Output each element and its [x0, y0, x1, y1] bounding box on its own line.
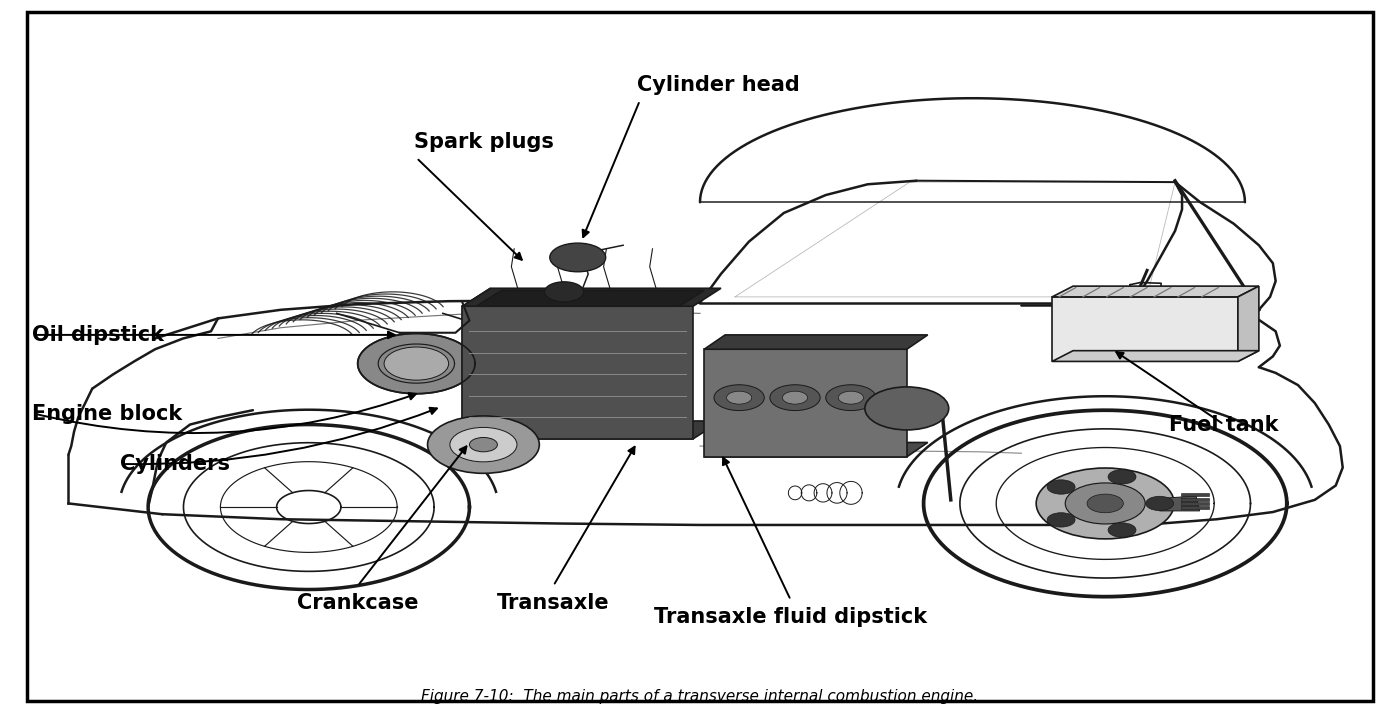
Text: Spark plugs: Spark plugs	[413, 132, 553, 152]
Circle shape	[1107, 523, 1135, 537]
Polygon shape	[1053, 351, 1259, 361]
Polygon shape	[462, 288, 721, 306]
Text: Figure 7-10:  The main parts of a transverse internal combustion engine.: Figure 7-10: The main parts of a transve…	[421, 689, 979, 704]
Circle shape	[1107, 469, 1135, 484]
Text: Engine block: Engine block	[32, 404, 182, 424]
Text: Cylinders: Cylinders	[120, 454, 230, 474]
Circle shape	[449, 428, 517, 462]
Circle shape	[427, 416, 539, 473]
Polygon shape	[704, 335, 928, 349]
Polygon shape	[1053, 286, 1259, 297]
Circle shape	[1036, 468, 1175, 539]
Text: Fuel tank: Fuel tank	[1169, 415, 1278, 435]
Bar	[1182, 498, 1210, 500]
Circle shape	[1086, 494, 1123, 513]
Circle shape	[1047, 513, 1075, 527]
Polygon shape	[462, 288, 490, 439]
Circle shape	[469, 438, 497, 452]
Polygon shape	[704, 349, 907, 456]
Circle shape	[1145, 496, 1173, 510]
Polygon shape	[462, 306, 693, 439]
Text: Cylinder head: Cylinder head	[637, 75, 799, 94]
Text: Oil dipstick: Oil dipstick	[32, 325, 164, 345]
Circle shape	[714, 384, 764, 410]
Polygon shape	[462, 421, 721, 439]
Polygon shape	[1156, 496, 1200, 511]
Polygon shape	[704, 443, 928, 456]
Circle shape	[550, 243, 606, 271]
Circle shape	[770, 384, 820, 410]
Bar	[1182, 502, 1210, 505]
Bar	[1182, 493, 1210, 496]
Circle shape	[865, 387, 949, 430]
Circle shape	[1065, 483, 1145, 524]
Bar	[1182, 506, 1210, 509]
Text: Transaxle fluid dipstick: Transaxle fluid dipstick	[654, 608, 927, 627]
Circle shape	[1047, 480, 1075, 494]
Circle shape	[839, 391, 864, 404]
Text: Transaxle: Transaxle	[497, 593, 609, 613]
Polygon shape	[1053, 297, 1238, 361]
Circle shape	[727, 391, 752, 404]
Circle shape	[826, 384, 876, 410]
Circle shape	[357, 333, 475, 394]
Polygon shape	[1238, 286, 1259, 361]
Circle shape	[545, 282, 584, 302]
Circle shape	[783, 391, 808, 404]
Polygon shape	[476, 290, 704, 306]
Circle shape	[384, 347, 448, 380]
Text: Crankcase: Crankcase	[297, 593, 419, 613]
